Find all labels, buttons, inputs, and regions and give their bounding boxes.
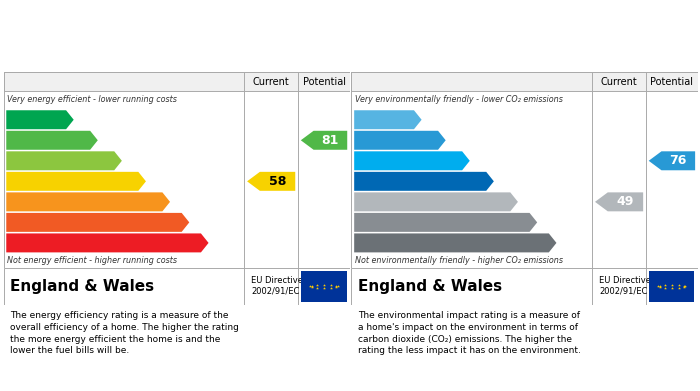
Text: The energy efficiency rating is a measure of the
overall efficiency of a home. T: The energy efficiency rating is a measur…	[10, 311, 239, 355]
Polygon shape	[354, 151, 470, 170]
Polygon shape	[6, 192, 170, 211]
Text: (21-38): (21-38)	[10, 219, 37, 226]
Text: A: A	[65, 113, 75, 126]
Text: (81-91): (81-91)	[10, 137, 37, 143]
Polygon shape	[354, 131, 446, 150]
Polygon shape	[354, 233, 556, 253]
Text: C: C	[113, 154, 122, 167]
Text: B: B	[437, 134, 447, 147]
Bar	[4, 72, 350, 91]
Text: E: E	[162, 196, 171, 208]
Text: Not energy efficient - higher running costs: Not energy efficient - higher running co…	[7, 256, 177, 265]
Text: E: E	[510, 196, 519, 208]
Text: B: B	[89, 134, 99, 147]
Polygon shape	[595, 192, 643, 211]
Text: G: G	[199, 237, 210, 249]
Polygon shape	[354, 192, 518, 211]
Text: 81: 81	[322, 134, 339, 147]
Text: 49: 49	[617, 196, 634, 208]
Text: Energy Efficiency Rating: Energy Efficiency Rating	[12, 39, 195, 52]
Text: (55-68): (55-68)	[10, 178, 37, 185]
Polygon shape	[6, 213, 189, 232]
Text: Very environmentally friendly - lower CO₂ emissions: Very environmentally friendly - lower CO…	[355, 95, 563, 104]
Polygon shape	[6, 131, 98, 150]
Polygon shape	[354, 110, 421, 129]
Polygon shape	[301, 131, 347, 150]
Text: (69-80): (69-80)	[10, 158, 37, 164]
Text: (1-20): (1-20)	[10, 240, 33, 246]
Polygon shape	[6, 151, 122, 170]
Text: The environmental impact rating is a measure of
a home's impact on the environme: The environmental impact rating is a mea…	[358, 311, 581, 355]
Bar	[351, 72, 698, 91]
Text: F: F	[181, 216, 190, 229]
Polygon shape	[649, 151, 695, 170]
Polygon shape	[6, 172, 146, 191]
Text: (55-68): (55-68)	[358, 178, 385, 185]
Text: (92-100): (92-100)	[10, 117, 42, 123]
Text: (39-54): (39-54)	[358, 199, 385, 205]
Polygon shape	[247, 172, 295, 191]
Text: C: C	[461, 154, 470, 167]
Polygon shape	[6, 110, 74, 129]
Text: Environmental Impact (CO₂) Rating: Environmental Impact (CO₂) Rating	[360, 39, 622, 52]
Text: England & Wales: England & Wales	[10, 279, 155, 294]
Polygon shape	[354, 172, 493, 191]
Text: G: G	[547, 237, 558, 249]
Text: Current: Current	[253, 77, 290, 87]
Text: A: A	[413, 113, 423, 126]
Text: Potential: Potential	[302, 77, 346, 87]
Text: (1-20): (1-20)	[358, 240, 381, 246]
Text: (92-100): (92-100)	[358, 117, 390, 123]
Text: F: F	[529, 216, 538, 229]
Text: (81-91): (81-91)	[358, 137, 385, 143]
Text: (39-54): (39-54)	[10, 199, 37, 205]
Text: Current: Current	[601, 77, 638, 87]
Text: EU Directive
2002/91/EC: EU Directive 2002/91/EC	[599, 276, 651, 295]
Text: D: D	[485, 175, 495, 188]
Polygon shape	[6, 233, 209, 253]
Text: 76: 76	[670, 154, 687, 167]
Text: (69-80): (69-80)	[358, 158, 385, 164]
Text: (21-38): (21-38)	[358, 219, 385, 226]
Polygon shape	[354, 213, 537, 232]
Bar	[650, 271, 694, 302]
Bar	[302, 271, 346, 302]
Text: 58: 58	[269, 175, 286, 188]
Text: England & Wales: England & Wales	[358, 279, 503, 294]
Text: Not environmentally friendly - higher CO₂ emissions: Not environmentally friendly - higher CO…	[355, 256, 563, 265]
Text: D: D	[137, 175, 147, 188]
Text: EU Directive
2002/91/EC: EU Directive 2002/91/EC	[251, 276, 303, 295]
Text: Very energy efficient - lower running costs: Very energy efficient - lower running co…	[7, 95, 177, 104]
Text: Potential: Potential	[650, 77, 694, 87]
